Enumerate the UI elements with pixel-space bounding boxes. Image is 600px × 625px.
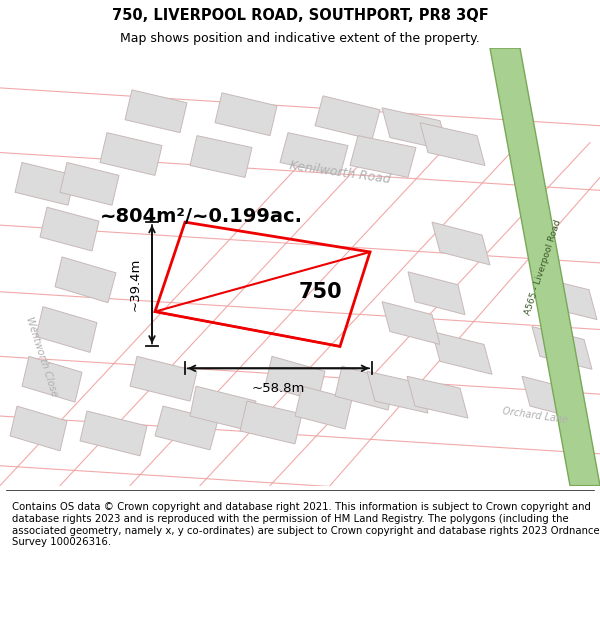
Polygon shape [335, 366, 395, 410]
Polygon shape [490, 48, 600, 486]
Polygon shape [190, 136, 252, 178]
Polygon shape [100, 132, 162, 176]
Polygon shape [532, 326, 592, 369]
Polygon shape [240, 401, 302, 444]
Polygon shape [265, 356, 325, 401]
Polygon shape [432, 331, 492, 374]
Polygon shape [522, 376, 580, 419]
Polygon shape [382, 302, 440, 344]
Polygon shape [155, 406, 218, 450]
Polygon shape [408, 272, 465, 314]
Text: 750: 750 [298, 282, 342, 302]
Polygon shape [382, 107, 448, 151]
Polygon shape [367, 371, 428, 413]
Text: ~804m²/~0.199ac.: ~804m²/~0.199ac. [100, 208, 303, 226]
Polygon shape [407, 376, 468, 418]
Polygon shape [40, 208, 99, 251]
Polygon shape [22, 356, 82, 402]
Polygon shape [15, 162, 75, 205]
Text: Contains OS data © Crown copyright and database right 2021. This information is : Contains OS data © Crown copyright and d… [12, 503, 599, 547]
Polygon shape [315, 96, 380, 139]
Polygon shape [55, 257, 116, 302]
Polygon shape [350, 136, 416, 178]
Text: Map shows position and indicative extent of the property.: Map shows position and indicative extent… [120, 32, 480, 45]
Polygon shape [125, 90, 187, 132]
Text: ~58.8m: ~58.8m [252, 382, 305, 395]
Polygon shape [190, 386, 256, 431]
Polygon shape [280, 132, 348, 176]
Text: A565 - Liverpool Road: A565 - Liverpool Road [523, 218, 563, 316]
Polygon shape [420, 122, 485, 166]
Text: Kenilworth Road: Kenilworth Road [289, 159, 391, 186]
Text: ~39.4m: ~39.4m [129, 258, 142, 311]
Polygon shape [36, 307, 97, 352]
Polygon shape [295, 386, 352, 429]
Polygon shape [537, 277, 597, 319]
Polygon shape [432, 222, 490, 265]
Text: Wentworth Close: Wentworth Close [25, 315, 59, 398]
Text: 750, LIVERPOOL ROAD, SOUTHPORT, PR8 3QF: 750, LIVERPOOL ROAD, SOUTHPORT, PR8 3QF [112, 8, 488, 23]
Text: Orchard Lane: Orchard Lane [502, 406, 568, 426]
Polygon shape [130, 356, 197, 401]
Polygon shape [215, 93, 277, 136]
Polygon shape [60, 162, 119, 205]
Polygon shape [10, 406, 67, 451]
Polygon shape [80, 411, 147, 456]
